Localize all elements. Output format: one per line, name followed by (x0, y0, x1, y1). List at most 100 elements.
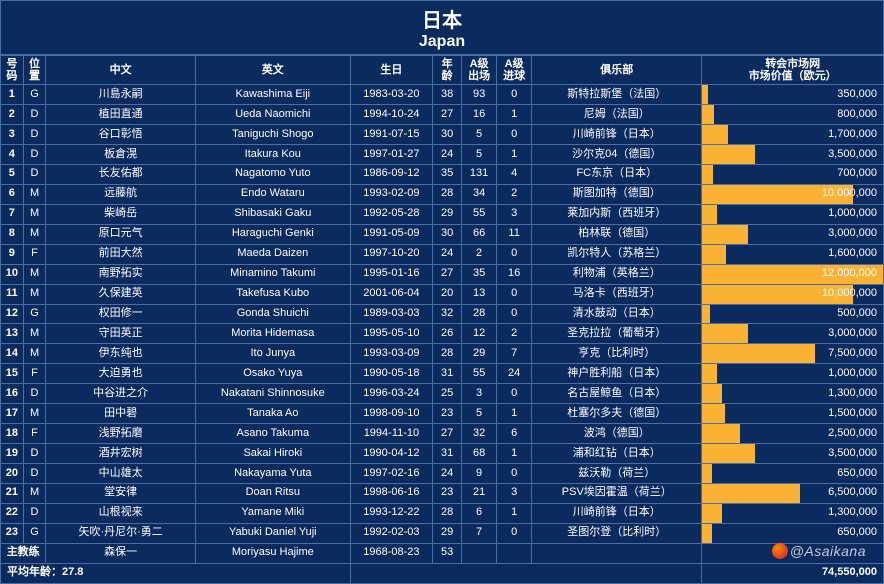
cell-value: 1,000,000 (702, 364, 884, 384)
cell-num: 1 (1, 85, 24, 105)
cell-num: 10 (1, 264, 24, 284)
cell-value: 10,000,000 (702, 284, 884, 304)
coach-label: 主教练 (1, 543, 46, 563)
cell-bday: 1986-09-12 (350, 164, 433, 184)
table-row: 7M柴崎岳Shibasaki Gaku1992-05-2829553莱加内斯（西… (1, 204, 884, 224)
cell-caps: 29 (462, 344, 497, 364)
cell-goals: 0 (497, 384, 532, 404)
footer-row: 平均年龄：27.874,550,000 (1, 563, 884, 583)
cell-goals: 1 (497, 503, 532, 523)
cell-cn: 田中碧 (46, 404, 196, 424)
cell-num: 13 (1, 324, 24, 344)
cell-club: 名古屋鲸鱼（日本） (532, 384, 702, 404)
cell-caps: 32 (462, 424, 497, 444)
cell-club: 川崎前锋（日本） (532, 125, 702, 145)
cell-pos: D (23, 444, 46, 464)
cell-age: 29 (433, 523, 462, 543)
cell-num: 2 (1, 105, 24, 125)
cell-goals: 3 (497, 483, 532, 503)
cell-caps: 21 (462, 483, 497, 503)
cell-bday: 1983-03-20 (350, 85, 433, 105)
cell-num: 18 (1, 424, 24, 444)
cell-value: 1,000,000 (702, 204, 884, 224)
cell-pos: M (23, 404, 46, 424)
cell-club: 杜塞尔多夫（德国） (532, 404, 702, 424)
cell-caps: 3 (462, 384, 497, 404)
cell-num: 7 (1, 204, 24, 224)
coach-age: 53 (433, 543, 462, 563)
cell-en: Nagatomo Yuto (195, 164, 350, 184)
cell-pos: G (23, 85, 46, 105)
cell-pos: F (23, 244, 46, 264)
table-row: 9F前田大然Maeda Daizen1997-10-202420凯尔特人（苏格兰… (1, 244, 884, 264)
cell-pos: M (23, 184, 46, 204)
cell-en: Ueda Naomichi (195, 105, 350, 125)
cell-age: 28 (433, 503, 462, 523)
header-age: 年龄 (433, 56, 462, 85)
cell-age: 24 (433, 244, 462, 264)
cell-en: Morita Hidemasa (195, 324, 350, 344)
cell-num: 15 (1, 364, 24, 384)
cell-value: 3,500,000 (702, 444, 884, 464)
cell-en: Shibasaki Gaku (195, 204, 350, 224)
cell-caps: 16 (462, 105, 497, 125)
cell-cn: 长友佑都 (46, 164, 196, 184)
cell-num: 4 (1, 145, 24, 165)
cell-en: Sakai Hiroki (195, 444, 350, 464)
cell-cn: 前田大然 (46, 244, 196, 264)
cell-club: 尼姆（法国） (532, 105, 702, 125)
cell-age: 30 (433, 224, 462, 244)
cell-club: 圣克拉拉（葡萄牙） (532, 324, 702, 344)
cell-bday: 1995-01-16 (350, 264, 433, 284)
table-row: 14M伊东纯也Ito Junya1993-03-0928297亨克（比利时）7,… (1, 344, 884, 364)
cell-cn: 权田修一 (46, 304, 196, 324)
cell-value: 350,000 (702, 85, 884, 105)
cell-cn: 久保建英 (46, 284, 196, 304)
cell-en: Itakura Kou (195, 145, 350, 165)
cell-en: Gonda Shuichi (195, 304, 350, 324)
cell-bday: 1997-02-16 (350, 464, 433, 484)
cell-caps: 9 (462, 464, 497, 484)
cell-caps: 93 (462, 85, 497, 105)
table-row: 22D山根视来Yamane Miki1993-12-222861川崎前锋（日本）… (1, 503, 884, 523)
cell-cn: 大迫勇也 (46, 364, 196, 384)
cell-bday: 1994-11-10 (350, 424, 433, 444)
table-row: 8M原口元气Haraguchi Genki1991-05-09306611柏林联… (1, 224, 884, 244)
cell-caps: 34 (462, 184, 497, 204)
cell-num: 3 (1, 125, 24, 145)
cell-en: Osako Yuya (195, 364, 350, 384)
cell-age: 35 (433, 164, 462, 184)
header-club: 俱乐部 (532, 56, 702, 85)
cell-pos: M (23, 224, 46, 244)
coach-bday: 1968-08-23 (350, 543, 433, 563)
header-goals: A级进球 (497, 56, 532, 85)
cell-goals: 0 (497, 125, 532, 145)
table-row: 19D酒井宏树Sakai Hiroki1990-04-1231681浦和红钻（日… (1, 444, 884, 464)
cell-cn: 矢吹·丹尼尔·勇二 (46, 523, 196, 543)
cell-club: 沙尔克04（德国） (532, 145, 702, 165)
cell-cn: 南野拓实 (46, 264, 196, 284)
cell-club: FC东京（日本） (532, 164, 702, 184)
cell-en: Takefusa Kubo (195, 284, 350, 304)
cell-value: 12,000,000 (702, 264, 884, 284)
cell-cn: 中山雄太 (46, 464, 196, 484)
table-row: 16D中谷进之介Nakatani Shinnosuke1996-03-24253… (1, 384, 884, 404)
cell-bday: 1992-02-03 (350, 523, 433, 543)
watermark-text: @Asaikana (790, 543, 866, 559)
cell-caps: 13 (462, 284, 497, 304)
cell-pos: D (23, 105, 46, 125)
cell-club: 亨克（比利时） (532, 344, 702, 364)
cell-club: 浦和红钻（日本） (532, 444, 702, 464)
cell-goals: 2 (497, 324, 532, 344)
cell-pos: D (23, 145, 46, 165)
table-row: 6M远藤航Endo Wataru1993-02-0928342斯图加特（德国）1… (1, 184, 884, 204)
cell-age: 38 (433, 85, 462, 105)
cell-age: 29 (433, 204, 462, 224)
avg-age-cell: 平均年龄：27.8 (1, 563, 351, 583)
title-cn: 日本 (0, 0, 884, 33)
cell-en: Taniguchi Shogo (195, 125, 350, 145)
cell-num: 8 (1, 224, 24, 244)
cell-num: 21 (1, 483, 24, 503)
cell-age: 28 (433, 184, 462, 204)
cell-en: Maeda Daizen (195, 244, 350, 264)
